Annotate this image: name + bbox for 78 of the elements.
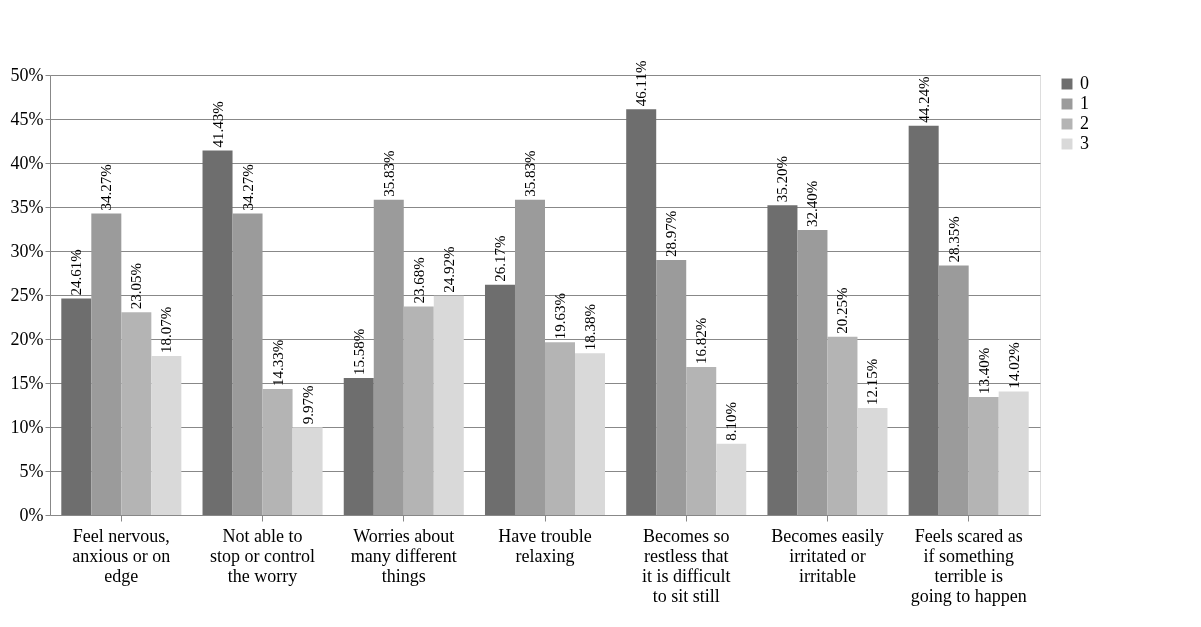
data-label: 18.38%: [582, 304, 599, 351]
data-label: 23.05%: [128, 262, 145, 310]
legend-label: 2: [1080, 113, 1089, 133]
data-label: 28.97%: [663, 210, 680, 258]
bar: [938, 265, 969, 515]
bar: [403, 306, 434, 515]
bar: [292, 427, 323, 515]
data-label: 9.97%: [299, 385, 316, 425]
data-label: 35.83%: [380, 150, 397, 197]
bar: [151, 355, 182, 515]
x-tick-label: Becomes so restless that it is difficult to sit still: [641, 525, 731, 606]
bar: [626, 109, 657, 515]
data-label: 24.92%: [440, 246, 457, 293]
data-label: 34.27%: [239, 164, 256, 211]
data-label: 13.40%: [975, 347, 992, 395]
data-label: 35.83%: [521, 150, 538, 197]
bar: [232, 213, 263, 515]
y-tick-label: 45%: [10, 108, 44, 129]
bar: [343, 377, 374, 515]
data-label: 12.15%: [864, 358, 881, 406]
data-label: 23.68%: [410, 257, 427, 304]
y-tick-label: 35%: [10, 196, 44, 217]
bar: [433, 295, 464, 515]
bar: [968, 397, 999, 515]
legend-label: 3: [1080, 133, 1089, 153]
y-tick-label: 25%: [10, 284, 44, 305]
data-label: 18.07%: [158, 306, 175, 353]
bar: [998, 391, 1029, 515]
data-label: 20.25%: [834, 287, 851, 334]
bar: [797, 229, 828, 515]
bar: [656, 260, 687, 515]
bar: [827, 336, 858, 515]
bar: [121, 312, 152, 515]
bar: [202, 150, 233, 515]
data-label: 41.43%: [209, 101, 226, 148]
y-tick-label: 5%: [19, 460, 44, 481]
x-tick-label: Have trouble relaxing: [498, 525, 592, 566]
data-label: 26.17%: [491, 235, 508, 282]
x-tick-label: Feel nervous, anxious or on edge: [72, 525, 171, 586]
data-label: 19.63%: [552, 293, 569, 340]
y-tick-label: 15%: [10, 372, 44, 393]
bar: [91, 213, 122, 515]
bar: [575, 353, 606, 515]
legend-label: 1: [1080, 93, 1089, 113]
y-tick-label: 30%: [10, 240, 44, 261]
bar: [767, 205, 798, 515]
y-tick-label: 0%: [19, 504, 44, 525]
bar: [908, 125, 939, 515]
data-label: 32.40%: [804, 180, 821, 227]
data-label: 24.61%: [68, 249, 85, 296]
bar: [857, 408, 888, 515]
data-label: 34.27%: [98, 164, 115, 211]
data-label: 14.33%: [269, 339, 286, 386]
y-tick-label: 20%: [10, 328, 44, 349]
y-tick-label: 50%: [10, 64, 44, 85]
bar: [514, 199, 545, 515]
bar: [484, 284, 515, 515]
bar: [61, 298, 92, 515]
x-tick-label: Worries about many different things: [350, 525, 457, 586]
data-label: 8.10%: [723, 401, 740, 441]
data-label: 35.20%: [774, 155, 791, 203]
bar: [545, 342, 576, 515]
data-label: 15.58%: [350, 328, 367, 375]
x-tick-label: Becomes easily irritated or irritable: [771, 525, 884, 586]
bar: [373, 199, 404, 515]
data-label: 46.11%: [633, 60, 650, 107]
y-tick-label: 10%: [10, 416, 44, 437]
x-tick-label: Not able to stop or control the worry: [210, 525, 316, 586]
bar: [716, 443, 747, 515]
bar: [262, 388, 293, 515]
bar: [686, 366, 717, 515]
legend-label: 0: [1080, 73, 1089, 93]
y-tick-label: 40%: [10, 152, 44, 173]
x-tick-label: Feels scared as if something terrible is going to happen: [910, 525, 1027, 606]
data-label: 14.02%: [1005, 342, 1022, 389]
data-label: 28.35%: [945, 216, 962, 263]
data-label: 44.24%: [915, 76, 932, 123]
data-label: 16.82%: [693, 317, 710, 364]
